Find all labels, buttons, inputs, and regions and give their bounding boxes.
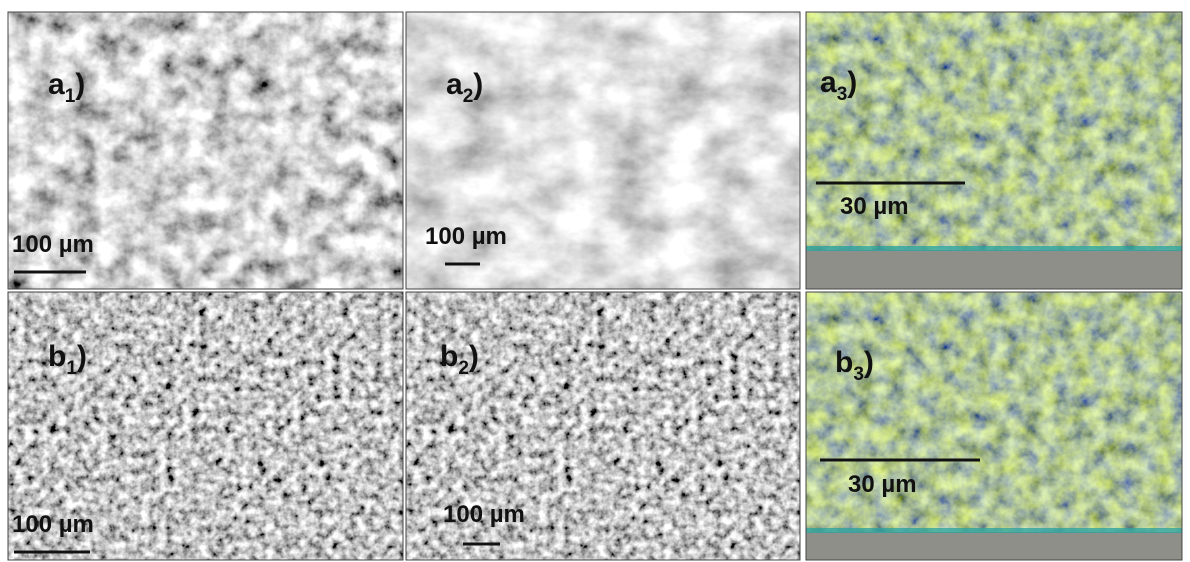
scale-label: 100 µm — [12, 231, 94, 258]
label-close: ) — [864, 346, 874, 379]
panel-border — [805, 11, 1183, 290]
panel: a3) 30 µm — [805, 11, 1183, 290]
label-sub: 1 — [66, 358, 77, 379]
image — [406, 292, 800, 560]
label-sub: 3 — [837, 84, 848, 105]
panel-label: b2) — [440, 340, 479, 379]
label-letter: b — [440, 340, 458, 373]
micrograph — [8, 292, 403, 560]
micrograph — [406, 292, 800, 560]
panel-border — [7, 291, 404, 561]
label-close: ) — [77, 340, 87, 373]
tint — [806, 292, 1182, 528]
panel: a1) 100 µm — [7, 11, 404, 290]
panel: b3) 30 µm — [805, 291, 1183, 561]
label-sub: 1 — [65, 86, 76, 107]
micrograph — [8, 12, 403, 289]
label-letter: b — [835, 346, 853, 379]
micrograph — [406, 12, 800, 289]
label-sub: 2 — [463, 86, 474, 107]
image — [806, 12, 1182, 289]
panel: a2) 100 µm — [405, 11, 801, 290]
label-close: ) — [75, 68, 85, 101]
label-letter: a — [48, 68, 65, 101]
interface — [806, 528, 1182, 533]
image — [8, 12, 403, 289]
substrate — [806, 532, 1182, 560]
label-close: ) — [469, 340, 479, 373]
panel-border — [805, 291, 1183, 561]
label-close: ) — [847, 66, 857, 99]
image — [8, 292, 403, 560]
label-sub: 2 — [458, 358, 469, 379]
panel: b2) 100 µm — [405, 291, 801, 561]
panel-label: a1) — [48, 68, 85, 107]
tint — [806, 12, 1182, 246]
panel-label: b1) — [48, 340, 87, 379]
panel-label: a3) — [820, 66, 857, 105]
scale-label: 30 µm — [840, 193, 909, 220]
panel-border — [405, 291, 801, 561]
label-letter: b — [48, 340, 66, 373]
interface — [806, 246, 1182, 251]
panel-label: a2) — [446, 68, 483, 107]
scale-label: 30 µm — [848, 471, 917, 498]
label-close: ) — [473, 68, 483, 101]
scale-label: 100 µm — [425, 223, 507, 250]
label-letter: a — [446, 68, 463, 101]
panel-border — [405, 11, 801, 290]
panel-border — [7, 11, 404, 290]
label-sub: 3 — [853, 364, 864, 385]
panel-label: b3) — [835, 346, 874, 385]
substrate — [806, 250, 1182, 289]
scale-label: 100 µm — [12, 511, 94, 538]
panel: b1) 100 µm — [7, 291, 404, 561]
image — [406, 12, 800, 289]
micrograph — [806, 12, 1182, 289]
micrograph — [806, 292, 1182, 560]
scale-label: 100 µm — [443, 501, 525, 528]
label-letter: a — [820, 66, 837, 99]
image — [806, 292, 1182, 560]
